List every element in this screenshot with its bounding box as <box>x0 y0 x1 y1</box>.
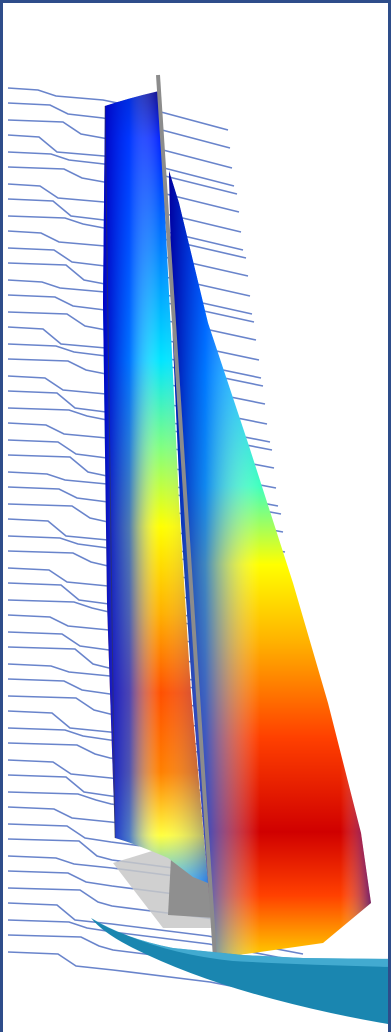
streamline <box>7 151 238 195</box>
mainsail-shading <box>169 171 371 958</box>
streamline <box>7 119 233 169</box>
sail-cfd-figure <box>7 74 388 1024</box>
hull-highlight <box>91 918 388 967</box>
forestay <box>104 105 116 839</box>
mast <box>156 74 217 959</box>
streamline <box>7 166 240 213</box>
streamline <box>7 102 231 149</box>
streamline <box>7 87 229 131</box>
streamline <box>7 134 235 187</box>
hull <box>91 918 388 1024</box>
jib-shading <box>103 91 208 883</box>
